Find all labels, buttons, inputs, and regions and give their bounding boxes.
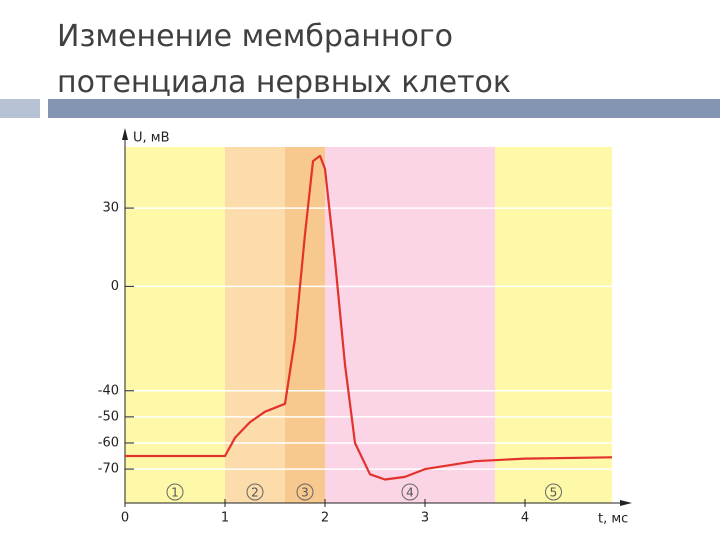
phase-region xyxy=(285,147,325,503)
y-axis-arrow xyxy=(122,128,128,140)
x-axis-arrow xyxy=(620,500,632,506)
x-tick-label: 1 xyxy=(221,511,229,526)
y-tick-label: -60 xyxy=(98,435,119,450)
phase-marker xyxy=(401,483,419,501)
potential-line xyxy=(125,154,613,481)
phase-label: 3 xyxy=(301,486,309,500)
phase-region xyxy=(325,147,495,503)
phase-region xyxy=(125,147,225,503)
x-tick-label: 0 xyxy=(121,511,129,526)
decor-box xyxy=(0,99,40,118)
phase-label: 4 xyxy=(406,486,414,500)
y-tick-label: 0 xyxy=(111,279,119,294)
phase-marker xyxy=(545,483,562,501)
slide-title: Изменение мембранного потенциала нервных… xyxy=(57,19,511,100)
phase-marker xyxy=(166,483,184,501)
phase-region xyxy=(225,147,285,503)
phase-label: 5 xyxy=(550,486,558,500)
x-tick-label: 2 xyxy=(321,511,329,526)
y-tick-label: 30 xyxy=(102,201,119,216)
y-tick-label: -70 xyxy=(98,462,119,477)
y-tick-label: -50 xyxy=(98,409,119,424)
decor-bar xyxy=(48,99,720,118)
phase-marker xyxy=(296,483,314,501)
y-tick-label: -40 xyxy=(98,383,119,398)
y-axis-label: U, мВ xyxy=(133,131,170,146)
phase-label: 1 xyxy=(171,486,179,500)
phase-marker xyxy=(246,483,264,501)
x-tick-label: 3 xyxy=(421,511,429,526)
x-tick-label: 4 xyxy=(521,511,529,526)
phase-label: 2 xyxy=(251,486,259,500)
phase-region xyxy=(495,147,612,503)
x-axis-label: t, мс xyxy=(598,512,628,527)
